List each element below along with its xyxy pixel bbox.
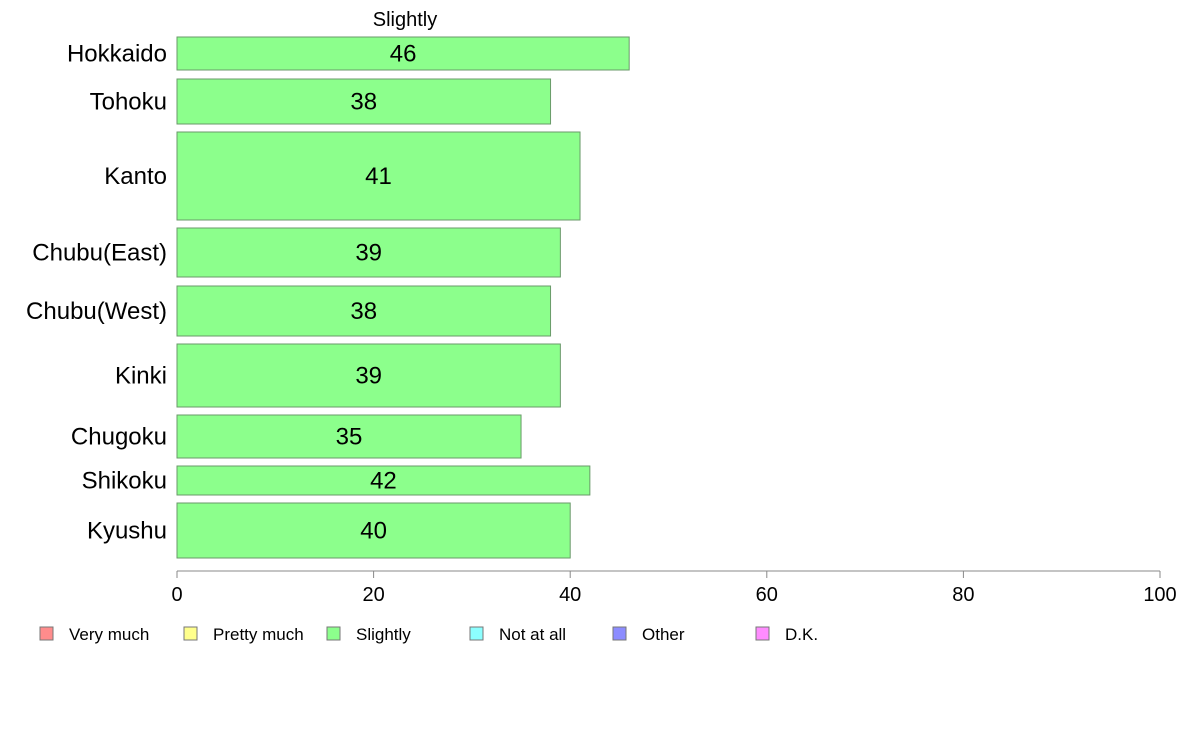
bar: [176, 414, 522, 459]
x-tick-label: 40: [559, 584, 581, 606]
x-axis: 0 20 40 60 80 100: [171, 570, 1177, 606]
bar: [176, 78, 552, 125]
category-label: Kanto: [104, 163, 167, 190]
category-label: Chugoku: [71, 424, 167, 451]
bar: [176, 502, 571, 559]
data-label: 40: [360, 518, 387, 545]
bar: [176, 36, 630, 71]
bar: [176, 285, 552, 337]
bar: [176, 465, 591, 496]
category-label: Chubu(East): [32, 240, 167, 267]
bar: [176, 131, 581, 221]
category-label: Hokkaido: [67, 41, 167, 68]
data-label: 46: [390, 41, 417, 68]
legend-swatch: [469, 626, 484, 641]
legend-swatch: [755, 626, 770, 641]
category-label: Kyushu: [87, 518, 167, 545]
legend-label: D.K.: [785, 625, 818, 644]
legend-swatch: [612, 626, 627, 641]
legend-label: Pretty much: [213, 625, 304, 644]
legend-label: Slightly: [356, 625, 411, 644]
x-tick-label: 60: [756, 584, 778, 606]
data-label: 42: [370, 468, 397, 495]
x-tick-label: 100: [1143, 584, 1176, 606]
category-label: Shikoku: [82, 468, 167, 495]
legend-label: Other: [642, 625, 685, 644]
data-label: 35: [336, 424, 363, 451]
bar: [176, 227, 561, 278]
data-label: 38: [350, 298, 377, 325]
legend-label: Very much: [69, 625, 149, 644]
data-label: 41: [365, 163, 392, 190]
bar: [176, 343, 561, 408]
legend: Very much Pretty much Slightly Not at all Ot…: [39, 625, 818, 644]
bars-group: Hokkaido 46 Tohoku 38 Kanto 41 Chubu(East) 39 Ch…: [26, 36, 630, 559]
category-label: Kinki: [115, 363, 167, 390]
category-label: Chubu(West): [26, 298, 167, 325]
legend-swatch: [183, 626, 198, 641]
x-tick-label: 80: [952, 584, 974, 606]
x-tick-label: 20: [362, 584, 384, 606]
category-label: Tohoku: [90, 89, 167, 116]
x-tick-label: 0: [171, 584, 182, 606]
legend-label: Not at all: [499, 625, 566, 644]
data-label: 39: [355, 363, 382, 390]
data-label: 39: [355, 240, 382, 267]
data-label: 38: [350, 89, 377, 116]
chart-title: Slightly: [373, 9, 437, 31]
legend-swatch: [39, 626, 54, 641]
legend-swatch: [326, 626, 341, 641]
